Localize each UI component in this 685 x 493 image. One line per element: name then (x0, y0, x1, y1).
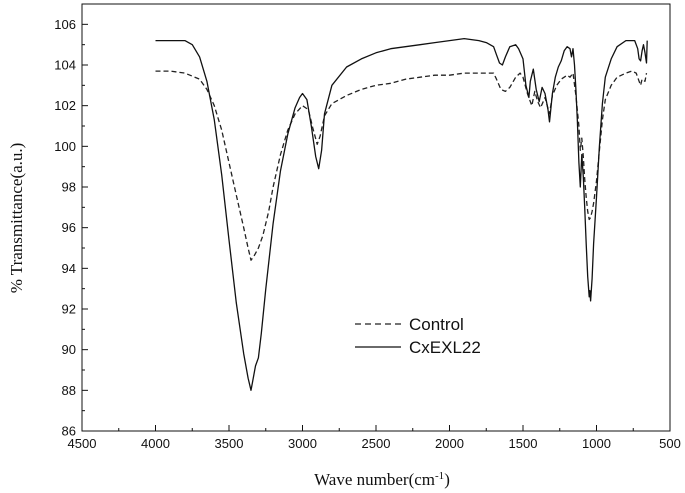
y-axis-title: % Transmittance(a.u.) (7, 143, 26, 294)
y-tick-label-100: 100 (54, 139, 76, 154)
legend-label-cxexl22: CxEXL22 (409, 338, 481, 357)
series-layer (155, 37, 648, 391)
x-tick-label-4000: 4000 (141, 436, 170, 451)
series-line-cxexl22 (155, 37, 648, 391)
legend: Control CxEXL22 (355, 315, 481, 357)
axis-ticks (81, 23, 671, 432)
x-tick-label-2000: 2000 (435, 436, 464, 451)
y-tick-label-96: 96 (62, 220, 76, 235)
x-tick-label-1500: 1500 (509, 436, 538, 451)
legend-label-control: Control (409, 315, 464, 334)
y-tick-label-98: 98 (62, 180, 76, 195)
y-tick-label-86: 86 (62, 424, 76, 439)
x-tick-label-500: 500 (659, 436, 681, 451)
plot-frame (81, 3, 671, 432)
x-tick-label-3000: 3000 (288, 436, 317, 451)
series-line-control (155, 70, 648, 261)
y-tick-label-90: 90 (62, 342, 76, 357)
y-tick-label-92: 92 (62, 302, 76, 317)
y-tick-label-102: 102 (54, 98, 76, 113)
y-tick-label-104: 104 (54, 58, 76, 73)
x-tick-label-3500: 3500 (215, 436, 244, 451)
x-axis-title: Wave number(cm-1) (314, 470, 450, 489)
y-tick-label-94: 94 (62, 261, 76, 276)
x-tick-label-4500: 4500 (68, 436, 97, 451)
y-tick-label-88: 88 (62, 383, 76, 398)
x-tick-label-1000: 1000 (582, 436, 611, 451)
y-tick-label-106: 106 (54, 17, 76, 32)
axis-tick-labels: 4500 4000 3500 3000 2500 2000 1500 1000 500 86 88 9… (54, 17, 681, 451)
x-tick-label-2500: 2500 (362, 436, 391, 451)
